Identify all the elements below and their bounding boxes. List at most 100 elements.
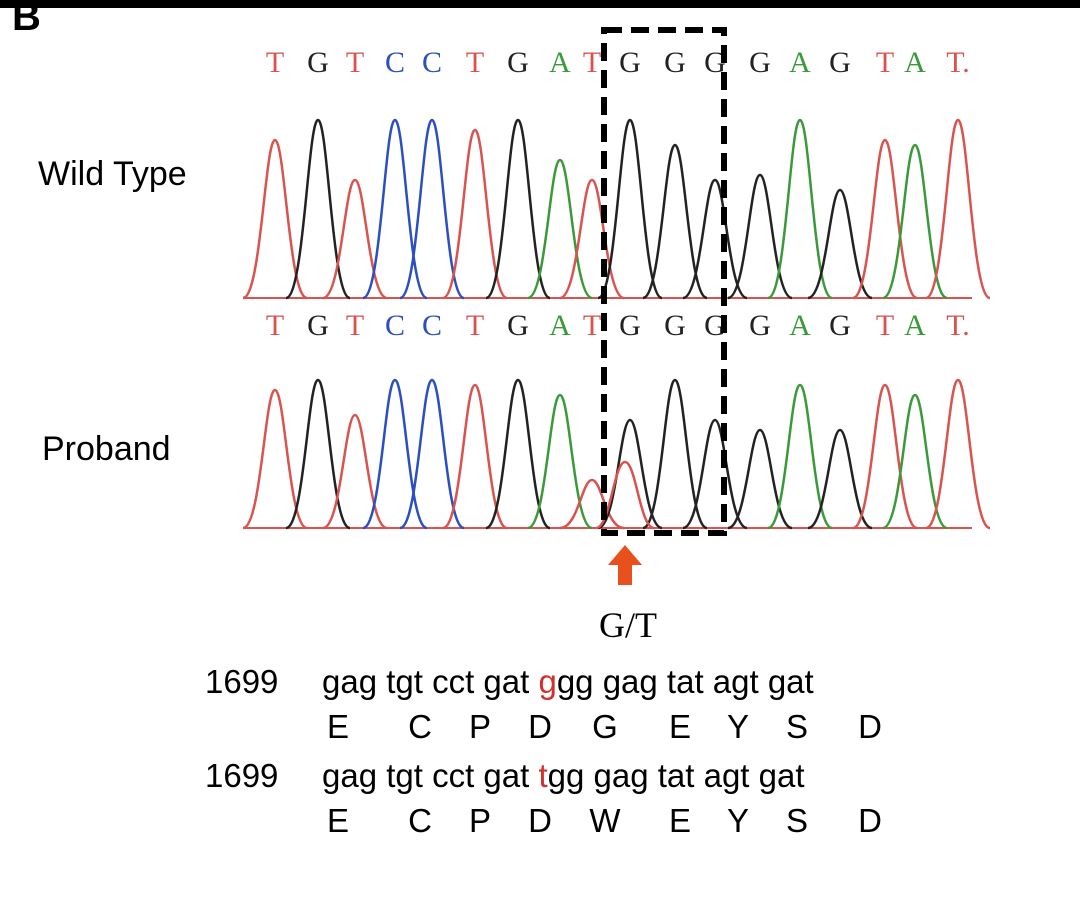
- trace-peak: [527, 393, 593, 530]
- trace-peak: [442, 128, 508, 300]
- trace-peak: [642, 378, 708, 530]
- base-call: A: [549, 46, 571, 79]
- base-call: A: [789, 309, 811, 342]
- position: 1699: [205, 757, 278, 794]
- trace-peak: [925, 378, 991, 530]
- base-call: G: [749, 309, 771, 342]
- base-call: G: [664, 309, 686, 342]
- trace-peak: [882, 143, 948, 300]
- trace-peak: [442, 383, 508, 530]
- base-call: T: [266, 46, 284, 79]
- base-call: G: [704, 309, 726, 342]
- mutation-arrow: [608, 545, 642, 585]
- position: 1699: [205, 663, 278, 700]
- base-call: T: [346, 46, 364, 79]
- trace-peak: [399, 118, 465, 300]
- base-call: G: [307, 309, 329, 342]
- mutant-base: g: [538, 663, 556, 700]
- codons: gg gag tat agt gat: [548, 757, 805, 794]
- amino-acid: D: [528, 802, 552, 839]
- trace-peak: [559, 478, 625, 530]
- base-call: G: [829, 309, 851, 342]
- base-call: C: [385, 309, 405, 342]
- codons: gg gag tat agt gat: [557, 663, 814, 700]
- trace-peak: [597, 118, 663, 300]
- sequences: 1699 gag tgt cct gat ggg gag tat agt gatE…: [205, 663, 882, 839]
- base-call: T: [466, 309, 484, 342]
- base-call: T: [583, 46, 601, 79]
- trace-peak: [597, 418, 663, 530]
- trace-peak: [767, 118, 833, 300]
- base-call: G: [664, 46, 686, 79]
- amino-acid: S: [786, 708, 808, 745]
- mutation-label: G/T: [599, 605, 657, 645]
- trace-peak: [399, 378, 465, 530]
- amino-acid: Y: [727, 802, 749, 839]
- base-call: C: [385, 46, 405, 79]
- amino-acid: C: [408, 708, 432, 745]
- top-bar: [0, 0, 1080, 8]
- base-call: G: [749, 46, 771, 79]
- base-call: T: [876, 46, 894, 79]
- base-call: T: [466, 46, 484, 79]
- trace-peak: [682, 418, 748, 530]
- codons: gag tgt cct gat: [322, 663, 538, 700]
- codons: gag tgt cct gat: [322, 757, 538, 794]
- amino-acid: E: [669, 802, 691, 839]
- trace-peak: [925, 118, 991, 300]
- amino-acid: C: [408, 802, 432, 839]
- amino-acid: E: [327, 802, 349, 839]
- amino-acid: W: [589, 802, 621, 839]
- trace-peak: [242, 138, 308, 300]
- codon-line: gag tgt cct gat ggg gag tat agt gat: [322, 663, 814, 700]
- panel-label: B: [12, 0, 41, 39]
- amino-acid: S: [786, 802, 808, 839]
- trace-peak: [485, 118, 551, 300]
- base-call: T.: [946, 46, 970, 79]
- base-call: A: [904, 46, 926, 79]
- base-call: G: [507, 309, 529, 342]
- base-call: A: [904, 309, 926, 342]
- trace-peak: [559, 178, 625, 300]
- base-call: T.: [946, 309, 970, 342]
- base-call: G: [829, 46, 851, 79]
- trace-peak: [285, 118, 351, 300]
- trace-peak: [852, 383, 918, 530]
- track-label: Proband: [42, 430, 171, 468]
- amino-acid: P: [469, 802, 491, 839]
- highlight-box: [601, 27, 727, 536]
- trace-peak: [242, 388, 308, 530]
- base-call: G: [507, 46, 529, 79]
- trace-peak: [882, 393, 948, 530]
- amino-acid: G: [592, 708, 618, 745]
- base-call: T: [583, 309, 601, 342]
- amino-acid: Y: [727, 708, 749, 745]
- mutant-base: t: [538, 757, 547, 794]
- amino-acid: P: [469, 708, 491, 745]
- base-call: T: [346, 309, 364, 342]
- base-call: C: [422, 46, 442, 79]
- trace-peak: [807, 188, 873, 300]
- trace-peak: [807, 428, 873, 530]
- base-call: G: [704, 46, 726, 79]
- base-call: C: [422, 309, 442, 342]
- amino-acid: E: [327, 708, 349, 745]
- base-call: G: [619, 46, 641, 79]
- trace-peak: [642, 143, 708, 300]
- track-label: Wild Type: [38, 155, 187, 193]
- base-call: T: [876, 309, 894, 342]
- trace-peak: [485, 378, 551, 530]
- base-call: A: [549, 309, 571, 342]
- base-call: T: [266, 309, 284, 342]
- base-call: A: [789, 46, 811, 79]
- base-call: G: [307, 46, 329, 79]
- trace-peak: [767, 383, 833, 530]
- amino-acid: D: [528, 708, 552, 745]
- trace-peak: [527, 158, 593, 300]
- trace-peak: [682, 178, 748, 300]
- codon-line: gag tgt cct gat tgg gag tat agt gat: [322, 757, 805, 794]
- amino-acid: D: [858, 802, 882, 839]
- amino-acid: D: [858, 708, 882, 745]
